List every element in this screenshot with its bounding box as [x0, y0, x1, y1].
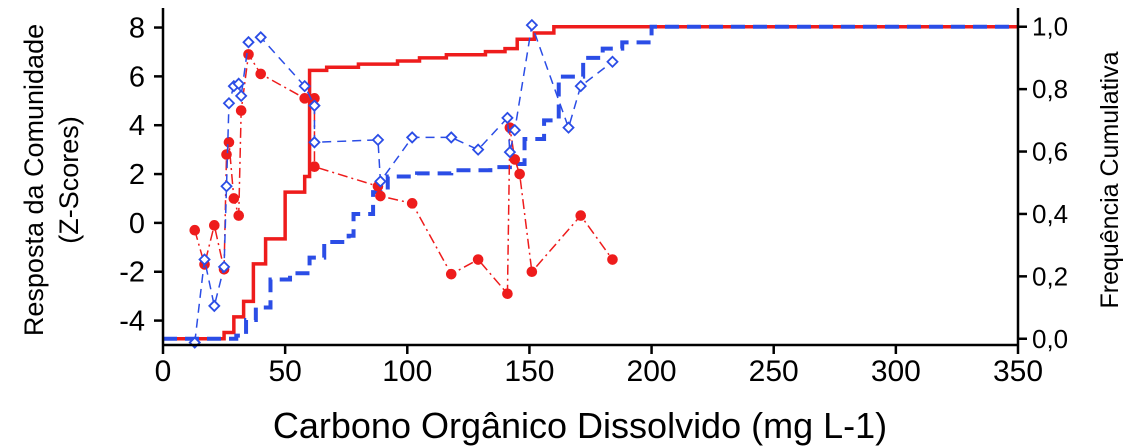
zscore-point-filled	[607, 254, 618, 265]
left-y-tick-label: 2	[129, 159, 145, 191]
zscore-point-filled	[502, 288, 513, 300]
left-y-axis-title-line1: Resposta da Comunidade	[19, 24, 49, 336]
zscore-point-open-diamond	[405, 131, 419, 144]
left-y-tick-label: 6	[129, 61, 145, 93]
zscore-point-filled	[228, 193, 240, 204]
zscore-point-open-diamond	[234, 89, 248, 103]
left-y-tick-label: 0	[129, 208, 145, 240]
zscore-point-filled	[299, 93, 310, 104]
zscore-point-filled	[526, 266, 538, 278]
right-y-tick-label: 1,0	[1032, 12, 1068, 42]
x-tick-label: 100	[382, 355, 432, 388]
zscore-point-filled	[514, 168, 525, 180]
zscore-point-filled	[445, 268, 457, 280]
x-tick-label: 250	[749, 355, 799, 388]
zscore-point-open-diamond	[444, 131, 458, 144]
zscore-point-open-diamond	[242, 35, 255, 49]
zscore-point-open-diamond	[606, 55, 619, 68]
zscore-point-open-diamond	[217, 260, 231, 274]
zscore-point-open-diamond	[208, 299, 221, 313]
x-tick-label: 0	[155, 355, 172, 388]
right-y-axis-title: Frequência Cumulativa	[1096, 51, 1124, 308]
left-y-tick-label: -2	[119, 257, 145, 289]
zscore-point-filled	[255, 68, 267, 80]
zscore-point-filled	[575, 210, 587, 221]
right-y-tick-label: 0,2	[1032, 261, 1068, 291]
x-tick-label: 50	[268, 355, 301, 388]
right-y-tick-label: 0,0	[1032, 324, 1068, 354]
left-y-tick-label: 4	[129, 110, 145, 142]
zscore-point-filled	[243, 49, 254, 60]
zscore-point-filled	[223, 137, 235, 148]
x-axis-title: Carbono Orgânico Dissolvido (mg L-1)	[273, 405, 887, 446]
zscore-point-open-diamond	[298, 79, 311, 93]
zscore-point-open-diamond	[508, 123, 522, 137]
zscore-connector-line-1	[194, 52, 614, 296]
zscore-point-filled	[309, 161, 320, 173]
right-y-tick-label: 0,4	[1032, 199, 1068, 229]
zscore-point-open-diamond	[254, 31, 267, 44]
axes: 0 50 100 150 200 250 300 350 8 6 4 2 0 -2 -4 1,0 0,8 0,6 0…	[119, 8, 1068, 388]
zscore-point-open-diamond	[371, 133, 385, 147]
zscore-point-open-diamond	[374, 175, 387, 188]
zscore-point-open-diamond	[220, 179, 233, 193]
zscore-point-open-diamond	[525, 18, 539, 32]
zscore-point-filled	[509, 154, 521, 165]
zscore-point-filled	[235, 105, 247, 116]
zscore-point-open-diamond	[503, 145, 517, 159]
cumulative-step-line-1	[163, 24, 1018, 341]
zscore-point-open-diamond	[574, 79, 588, 93]
x-tick-label: 350	[993, 355, 1043, 388]
zscore-point-filled	[375, 190, 386, 202]
x-tick-label: 200	[627, 355, 677, 388]
x-tick-label: 150	[504, 355, 554, 388]
right-y-tick-label: 0,8	[1032, 74, 1068, 104]
zscore-point-open-diamond	[562, 121, 575, 134]
zscore-point-filled	[221, 149, 232, 160]
left-y-tick-label: -4	[119, 306, 145, 338]
left-y-tick-label: 8	[129, 13, 145, 45]
zscore-point-open-diamond	[198, 253, 211, 266]
zscore-point-open-diamond	[308, 136, 321, 149]
zscore-point-open-diamond	[308, 99, 321, 112]
zscore-point-filled	[189, 224, 201, 236]
zscore-point-filled	[233, 210, 245, 221]
zscore-point-open-diamond	[471, 143, 485, 156]
zscore-point-open-diamond	[232, 77, 246, 90]
zscore-point-open-diamond	[222, 96, 236, 110]
left-y-axis-title-line2: (Z-Scores)	[54, 116, 84, 244]
cumulative-step-line-2	[163, 24, 1018, 341]
plot-area	[163, 18, 1018, 349]
right-y-tick-label: 0,6	[1032, 137, 1068, 167]
zscore-point-filled	[472, 254, 484, 265]
zscore-point-filled	[406, 198, 418, 209]
zscore-point-open-diamond	[501, 111, 514, 125]
zscore-point-filled	[209, 220, 220, 231]
x-tick-label: 300	[871, 355, 921, 388]
